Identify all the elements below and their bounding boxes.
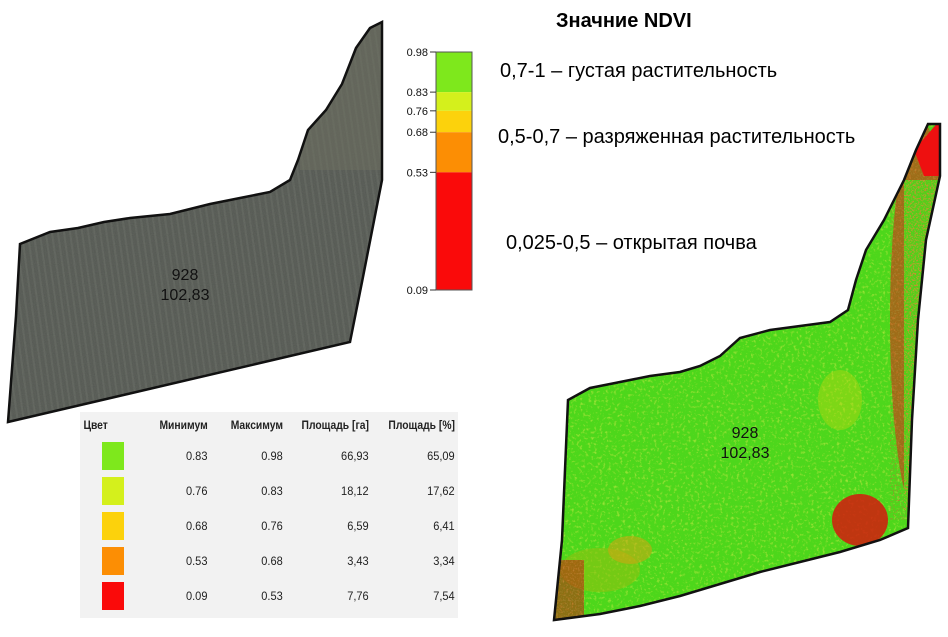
cell-min: 0.53	[185, 553, 208, 568]
table-row: 0.68 0.76 6,59 6,41	[80, 508, 458, 543]
table-row: 0.76 0.83 18,12 17,62	[80, 473, 458, 508]
header-area-ha: Площадь [га]	[301, 418, 370, 432]
scale-band	[436, 110, 472, 133]
page-title: Значние NDVI	[556, 10, 692, 32]
header-max: Максимум	[230, 418, 283, 432]
scale-band	[436, 172, 472, 290]
cell-max: 0.83	[261, 483, 283, 498]
scale-band	[436, 52, 472, 93]
annotation-sparse-vegetation: 0,5-0,7 – разряженная растительность	[498, 126, 856, 148]
cell-min: 0.76	[185, 483, 208, 498]
cell-area-ha: 7,76	[347, 588, 369, 603]
color-swatch	[102, 581, 124, 610]
field-photo-area: 102,83	[160, 287, 210, 304]
scale-tick-label: 0.09	[407, 285, 428, 297]
cell-min: 0.83	[185, 448, 208, 463]
color-swatch-cell	[80, 473, 137, 508]
cell-area-pct: 17,62	[426, 483, 455, 498]
color-swatch	[102, 546, 124, 575]
scale-band	[436, 132, 472, 173]
cell-max: 0.68	[261, 553, 283, 568]
scale-tick-label: 0.98	[407, 47, 428, 59]
field-ndvi-label: 928 102,83	[700, 424, 790, 464]
field-ndvi-area: 102,83	[720, 445, 770, 462]
cell-max: 0.76	[261, 518, 283, 533]
color-swatch-cell	[80, 508, 137, 543]
color-swatch-cell	[80, 578, 137, 613]
scale-tick-label: 0.76	[407, 106, 428, 118]
color-swatch	[102, 476, 124, 505]
header-area-pct: Площадь [%]	[388, 418, 455, 432]
table-row: 0.83 0.98 66,93 65,09	[80, 438, 458, 473]
cell-area-ha: 6,59	[347, 518, 369, 533]
annotation-open-soil: 0,025-0,5 – открытая почва	[506, 232, 757, 254]
color-swatch	[102, 511, 124, 540]
cell-area-ha: 18,12	[341, 483, 369, 498]
cell-area-ha: 3,43	[347, 553, 369, 568]
annotation-dense-vegetation: 0,7-1 – густая растительность	[500, 60, 778, 82]
cell-max: 0.98	[261, 448, 283, 463]
field-photo-id: 928	[171, 267, 199, 284]
color-swatch	[102, 441, 124, 470]
table-row: 0.53 0.68 3,43 3,34	[80, 543, 458, 578]
cell-area-pct: 6,41	[432, 518, 455, 533]
color-swatch-cell	[80, 438, 137, 473]
scale-tick-label: 0.53	[407, 167, 428, 179]
cell-area-pct: 7,54	[432, 588, 455, 603]
scale-frame	[435, 51, 473, 291]
field-photo-boundary	[6, 19, 384, 424]
cell-min: 0.68	[185, 518, 208, 533]
field-ndvi-boundary	[552, 122, 942, 622]
header-min: Минимум	[159, 418, 208, 432]
cell-area-ha: 66,93	[341, 448, 369, 463]
ndvi-statistics-table: Цвет Минимум Максимум Площадь [га] Площа…	[80, 412, 458, 618]
scale-tick-label: 0.83	[407, 87, 428, 99]
scale-tick-label: 0.68	[407, 127, 428, 139]
table-row: 0.09 0.53 7,76 7,54	[80, 578, 458, 613]
cell-area-pct: 65,09	[426, 448, 455, 463]
cell-area-pct: 3,34	[432, 553, 455, 568]
cell-max: 0.53	[261, 588, 283, 603]
table-header-row: Цвет Минимум Максимум Площадь [га] Площа…	[80, 412, 458, 438]
field-photo-label: 928 102,83	[140, 266, 230, 306]
color-swatch-cell	[80, 543, 137, 578]
cell-min: 0.09	[185, 588, 208, 603]
field-ndvi-id: 928	[731, 425, 759, 442]
scale-band	[436, 92, 472, 111]
header-color: Цвет	[83, 418, 108, 432]
